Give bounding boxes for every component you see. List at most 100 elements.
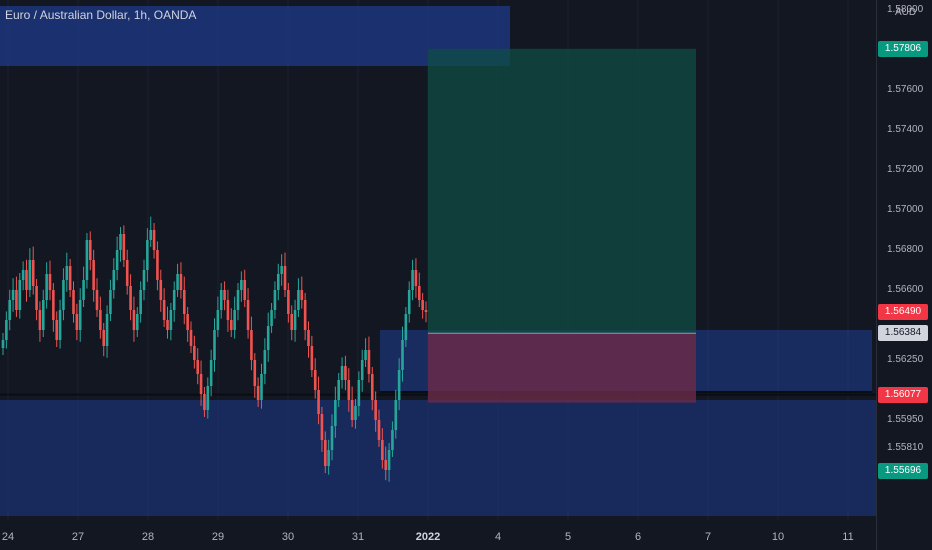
candle-body: [229, 320, 233, 330]
candle-body: [196, 360, 200, 374]
y-tick-label: 1.55810: [887, 442, 924, 453]
candle-body: [189, 330, 193, 346]
candle-body: [95, 290, 99, 310]
candle-body: [88, 240, 92, 260]
x-tick-label: 6: [634, 531, 642, 543]
candle-body: [119, 234, 122, 250]
candle-body: [129, 286, 132, 310]
long-position-tool[interactable]: [428, 48, 696, 403]
candle-body: [233, 310, 236, 330]
candle-body: [381, 440, 384, 460]
candle-body: [226, 300, 230, 320]
candle-body: [273, 290, 277, 310]
candle-body: [417, 286, 421, 300]
candle-body: [102, 330, 106, 346]
x-tick-label: 7: [704, 531, 712, 543]
candle-body: [206, 386, 210, 410]
candle-body: [327, 450, 330, 466]
candle-body: [142, 270, 146, 290]
target-price-badge: 1.57806: [878, 40, 928, 57]
candle-body: [411, 270, 414, 290]
candle-body: [323, 440, 327, 466]
candle-body: [253, 360, 257, 386]
loss-area: [428, 333, 696, 403]
candle-body: [223, 290, 226, 300]
chart-title: Euro / Australian Dollar, 1h, OANDA: [5, 8, 197, 22]
candle-body: [280, 266, 283, 274]
candle-body: [5, 320, 8, 340]
candle-body: [109, 290, 112, 314]
candle-body: [115, 250, 119, 270]
candle-body: [193, 346, 196, 360]
candle-body: [52, 290, 55, 320]
candle-body: [45, 274, 48, 300]
candle-body: [122, 234, 126, 260]
candle-body: [65, 266, 69, 280]
y-tick-label: 1.56600: [887, 284, 924, 295]
candle-body: [347, 380, 351, 400]
candle-body: [15, 290, 18, 310]
x-tick-label: 5: [564, 531, 572, 543]
candle-body: [394, 400, 398, 430]
low-price-badge: 1.55696: [878, 462, 928, 479]
candle-body: [125, 260, 129, 286]
y-tick-label: 1.57200: [887, 164, 924, 175]
candle-body: [391, 430, 394, 450]
x-tick-label: 27: [71, 531, 85, 543]
candle-body: [300, 290, 304, 300]
candle-body: [334, 400, 337, 426]
candle-body: [313, 370, 317, 390]
x-tick-label: 24: [1, 531, 15, 543]
candle-body: [270, 310, 273, 326]
candle-body: [219, 290, 223, 310]
entry-price-badge: 1.56384: [878, 325, 928, 342]
x-tick-label: 10: [771, 531, 785, 543]
candle-body: [276, 274, 280, 290]
candle-body: [367, 350, 371, 374]
candle-body: [68, 266, 72, 290]
candle-body: [370, 374, 374, 400]
candle-body: [72, 290, 75, 314]
candle-body: [176, 274, 179, 290]
x-tick-label: 2022: [415, 531, 441, 543]
candle-body: [424, 310, 428, 312]
candle-body: [75, 314, 79, 330]
candle-body: [283, 266, 287, 290]
x-tick-label: 31: [351, 531, 365, 543]
y-tick-label: 1.57000: [887, 204, 924, 215]
candle-body: [58, 310, 62, 340]
x-tick-label: 30: [281, 531, 295, 543]
candle-body: [82, 280, 85, 300]
candle-body: [260, 374, 263, 400]
candle-body: [401, 340, 404, 370]
candle-body: [266, 326, 270, 350]
candle-body: [340, 366, 344, 380]
candle-body: [112, 270, 116, 290]
candle-body: [85, 240, 89, 280]
stop-price-badge: 1.56077: [878, 386, 928, 403]
y-tick-label: 1.56800: [887, 244, 924, 255]
candle-body: [41, 300, 45, 330]
x-tick-label: 11: [842, 531, 854, 543]
candle-body: [48, 274, 52, 290]
candle-body: [320, 414, 324, 440]
candle-body: [344, 366, 347, 380]
candle-body: [256, 386, 260, 400]
currency-unit: AUD: [893, 7, 919, 18]
candle-body: [263, 350, 267, 374]
candle-body: [330, 426, 334, 450]
candle-body: [169, 310, 173, 330]
candle-body: [203, 394, 206, 410]
y-tick-label: 1.58000: [887, 4, 924, 15]
candle-body: [162, 300, 166, 320]
candle-body: [179, 274, 183, 290]
y-tick-label: 1.56250: [887, 354, 924, 365]
candle-body: [135, 314, 139, 330]
candle-body: [357, 380, 361, 406]
candle-body: [35, 286, 38, 310]
candle-body: [78, 300, 82, 330]
price-axis[interactable]: [876, 0, 932, 550]
candle-body: [293, 310, 297, 330]
candle-body: [146, 240, 149, 270]
